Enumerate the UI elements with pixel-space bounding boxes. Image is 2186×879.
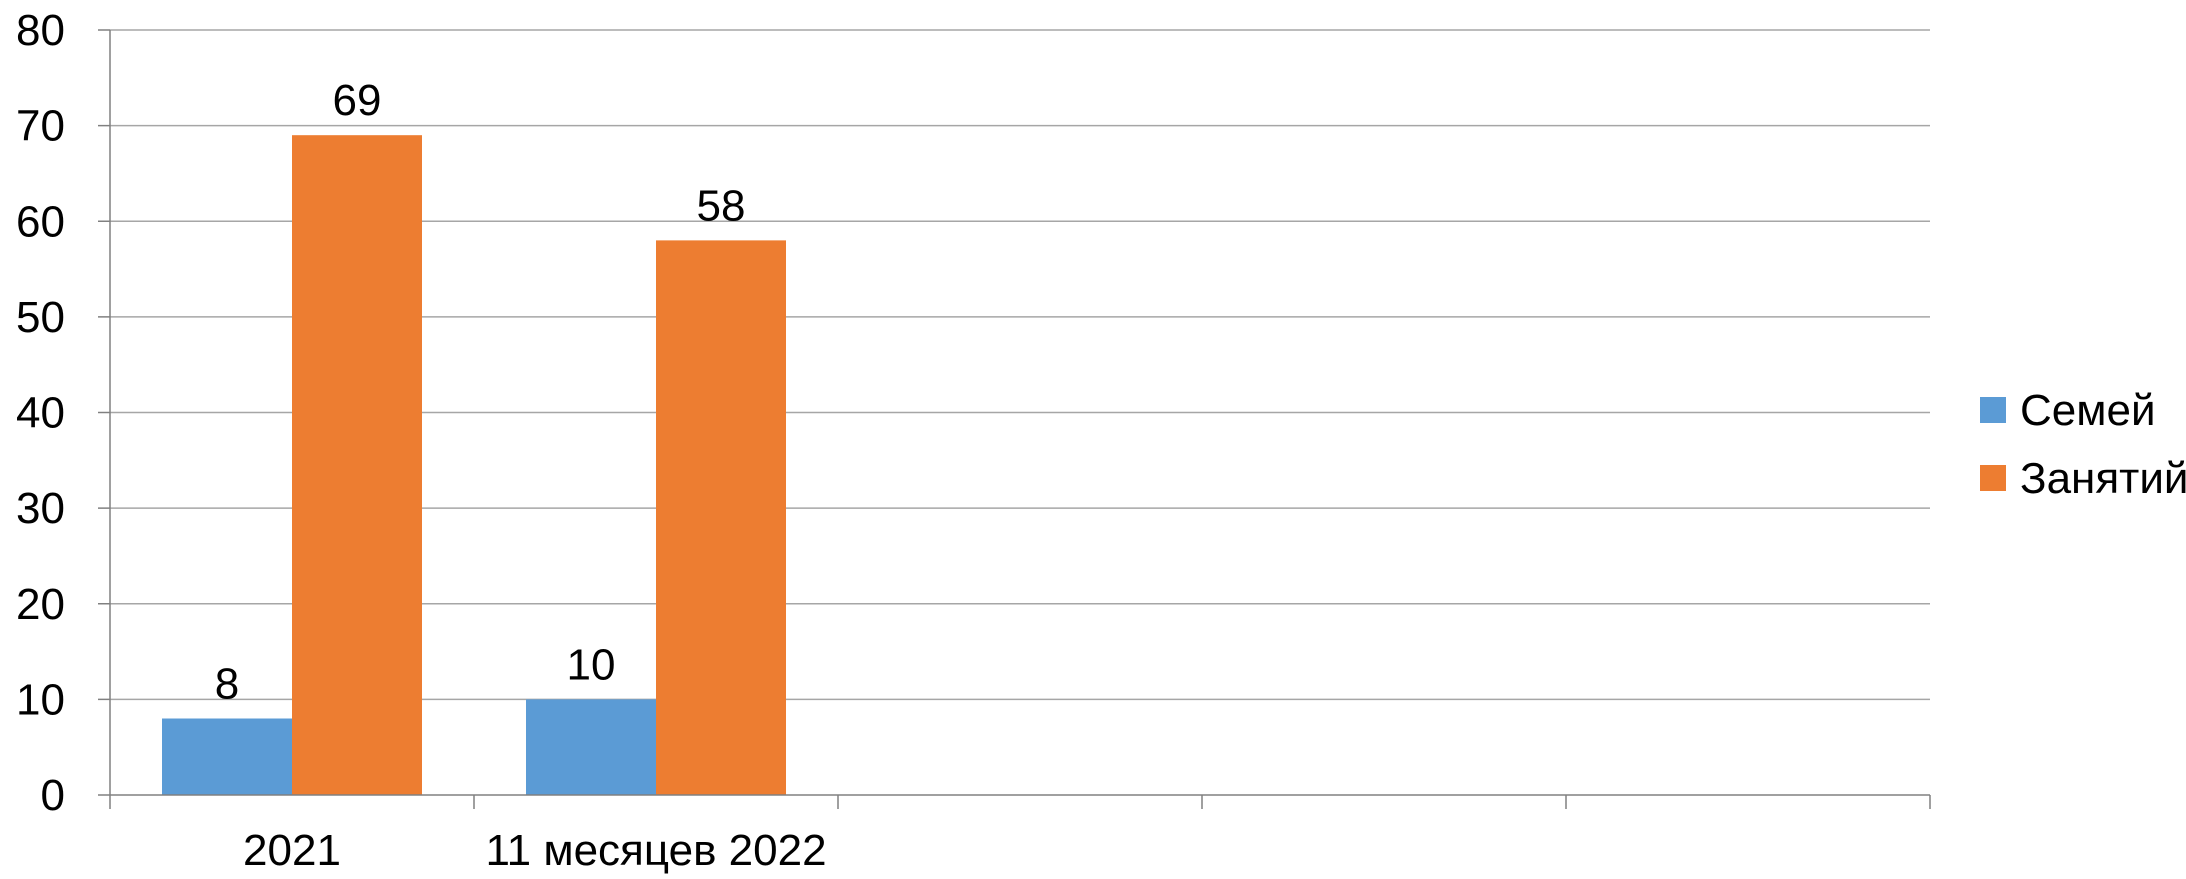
data-label: 8 — [215, 660, 239, 709]
legend: Семей Занятий — [1980, 386, 2186, 503]
legend-label: Семей — [2020, 386, 2156, 435]
legend-swatch — [1980, 397, 2006, 423]
y-tick-label: 40 — [16, 389, 65, 438]
y-tick-label: 70 — [16, 102, 65, 151]
bar-zanyatiy — [292, 135, 422, 795]
legend-label: Занятий — [2020, 454, 2186, 503]
data-labels: 8 69 10 58 — [215, 76, 746, 708]
bars — [162, 135, 786, 795]
x-tick-label: 11 месяцев 2022 — [485, 826, 826, 875]
y-tick-label: 80 — [16, 6, 65, 55]
data-label: 10 — [567, 640, 616, 689]
axes: 0 10 20 30 40 50 60 70 80 2021 11 месяцев 2022 — [16, 6, 1931, 875]
y-tick-label: 30 — [16, 484, 65, 533]
data-label: 58 — [697, 181, 746, 230]
legend-swatch — [1980, 465, 2006, 491]
y-tick-label: 0 — [41, 771, 65, 820]
y-tick-label: 10 — [16, 675, 65, 724]
data-label: 69 — [333, 76, 382, 125]
y-tick-label: 20 — [16, 580, 65, 629]
y-tick-label: 60 — [16, 197, 65, 246]
x-tick-label: 2021 — [243, 826, 341, 875]
bar-semey — [162, 718, 292, 795]
y-tick-label: 50 — [16, 293, 65, 342]
bar-zanyatiy — [656, 240, 786, 795]
bar-semey — [526, 699, 656, 795]
